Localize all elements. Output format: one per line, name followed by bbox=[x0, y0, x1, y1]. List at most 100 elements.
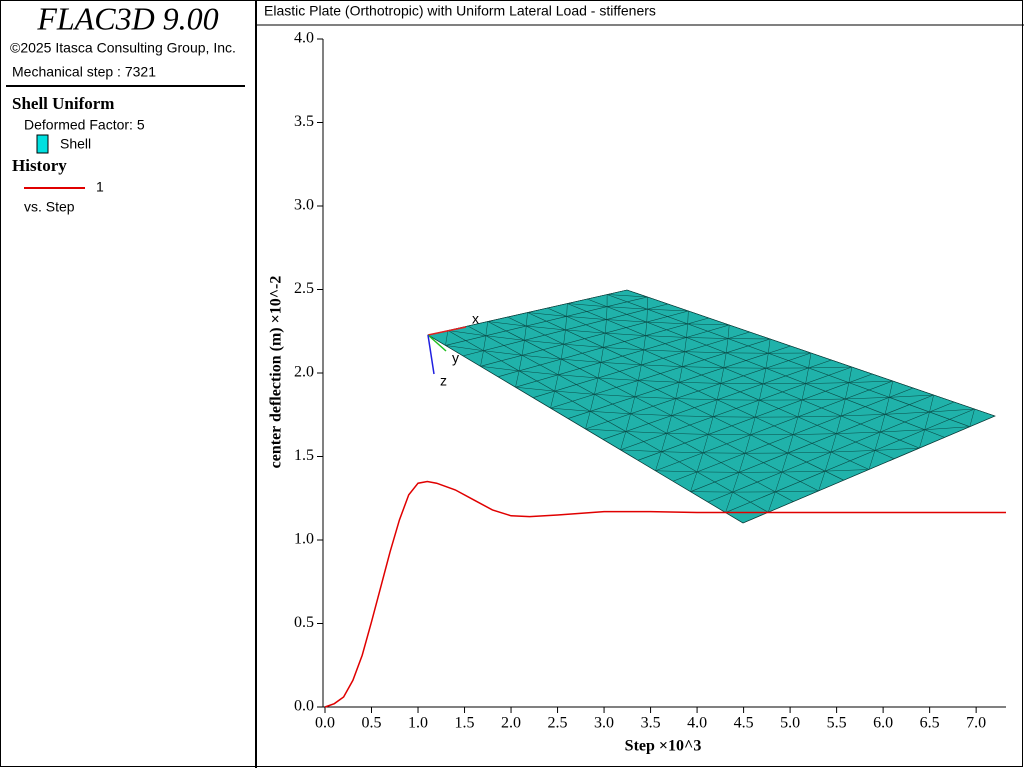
mesh-line bbox=[874, 447, 920, 451]
mesh-line bbox=[603, 333, 606, 348]
triad-axis bbox=[427, 334, 447, 352]
mesh-line bbox=[836, 431, 881, 434]
mesh-line bbox=[666, 415, 672, 434]
mesh-line bbox=[824, 451, 832, 472]
y-tick-label: 0.0 bbox=[294, 698, 314, 715]
mesh-line bbox=[787, 434, 794, 454]
mesh-line bbox=[607, 294, 648, 298]
x-tick-label: 1.5 bbox=[455, 715, 475, 732]
x-tick-label: 3.5 bbox=[641, 715, 661, 732]
mesh-line bbox=[605, 332, 646, 336]
mesh-line bbox=[880, 429, 925, 433]
legend-text: Shell bbox=[60, 136, 91, 152]
mesh-line bbox=[924, 411, 930, 430]
mesh-line bbox=[524, 326, 527, 341]
y-tick-label: 2.5 bbox=[294, 280, 314, 297]
mesh-line bbox=[521, 340, 525, 356]
mesh-line bbox=[845, 382, 850, 400]
x-tick-label: 6.5 bbox=[920, 715, 940, 732]
mesh-line bbox=[645, 335, 687, 338]
mesh-line bbox=[483, 350, 523, 356]
section-title: History bbox=[12, 156, 67, 175]
mesh-line bbox=[802, 398, 846, 401]
mesh-line bbox=[848, 366, 853, 383]
y-tick-label: 0.5 bbox=[294, 614, 314, 631]
mesh-line bbox=[801, 383, 806, 400]
mesh-line bbox=[775, 490, 819, 493]
mesh-line bbox=[604, 319, 607, 334]
mesh-line bbox=[675, 382, 680, 399]
mesh-line bbox=[566, 303, 568, 317]
mesh-line bbox=[445, 330, 449, 346]
mesh-line bbox=[781, 470, 826, 473]
mesh-line bbox=[732, 472, 740, 493]
mesh-line bbox=[671, 398, 676, 416]
mesh-line bbox=[590, 411, 631, 415]
mesh-line bbox=[969, 408, 975, 427]
mesh-line bbox=[725, 408, 975, 513]
mesh-line bbox=[554, 374, 559, 392]
x-tick-label: 2.5 bbox=[548, 715, 568, 732]
mesh-line bbox=[687, 323, 730, 326]
x-tick-label: 0.5 bbox=[362, 715, 382, 732]
mesh-line bbox=[646, 309, 648, 323]
mesh-line bbox=[600, 362, 642, 366]
x-tick-label: 6.0 bbox=[873, 715, 893, 732]
chart-title: Elastic Plate (Orthotropic) with Uniform… bbox=[264, 3, 656, 19]
mesh-line bbox=[686, 323, 688, 338]
mesh-line bbox=[594, 394, 635, 398]
mesh-line bbox=[768, 338, 771, 354]
mesh-line bbox=[684, 337, 687, 352]
x-axis-title: Step ×10^3 bbox=[625, 738, 702, 755]
x-tick-label: 0.0 bbox=[315, 715, 335, 732]
mesh-line bbox=[727, 324, 730, 339]
mesh-line bbox=[480, 366, 520, 372]
mesh-line bbox=[625, 431, 667, 434]
mesh-line bbox=[606, 319, 647, 323]
app-title: FLAC3D 9.00 bbox=[36, 0, 218, 36]
mesh-line bbox=[634, 396, 676, 399]
legend-swatch bbox=[36, 134, 49, 154]
mesh-line bbox=[682, 351, 685, 367]
y-tick-label: 4.0 bbox=[294, 30, 314, 47]
legend-text: 1 bbox=[96, 179, 104, 195]
mesh-line bbox=[738, 453, 746, 473]
mesh-line bbox=[675, 398, 718, 400]
y-tick-label: 3.0 bbox=[294, 197, 314, 214]
mesh-line bbox=[554, 390, 595, 395]
triad-label: x bbox=[472, 311, 479, 327]
mesh-line bbox=[759, 383, 764, 401]
y-tick-label: 3.5 bbox=[294, 113, 314, 130]
mesh-line bbox=[725, 492, 733, 513]
mesh-line bbox=[634, 380, 639, 397]
mesh-line bbox=[585, 352, 812, 430]
mesh-line bbox=[848, 380, 893, 383]
mesh-line bbox=[550, 407, 591, 412]
mesh-line bbox=[480, 350, 484, 367]
mesh-line bbox=[655, 380, 893, 472]
mesh-line bbox=[560, 344, 564, 360]
mesh-line bbox=[620, 431, 627, 450]
mesh-line bbox=[725, 338, 729, 353]
mesh-line bbox=[723, 352, 727, 368]
series-line bbox=[324, 480, 1006, 708]
copyright: ©2025 Itasca Consulting Group, Inc. bbox=[10, 40, 236, 56]
mesh-line bbox=[845, 397, 890, 400]
mesh-line bbox=[929, 408, 975, 413]
mesh-line bbox=[526, 325, 566, 331]
mesh-line bbox=[585, 428, 626, 432]
mesh-line bbox=[825, 469, 870, 472]
mesh-line bbox=[561, 358, 602, 363]
mesh-line bbox=[793, 433, 837, 435]
mesh-line bbox=[515, 324, 730, 388]
mesh-line bbox=[550, 338, 771, 409]
mesh-line bbox=[445, 345, 484, 351]
mesh-line bbox=[885, 411, 930, 415]
step-info: Mechanical step : 7321 bbox=[12, 64, 156, 80]
mesh-line bbox=[645, 322, 648, 336]
mesh-line bbox=[690, 471, 698, 492]
mesh-line bbox=[643, 335, 646, 350]
mesh-line bbox=[585, 411, 591, 430]
mesh-line bbox=[515, 370, 520, 388]
x-tick-label: 2.0 bbox=[501, 715, 521, 732]
